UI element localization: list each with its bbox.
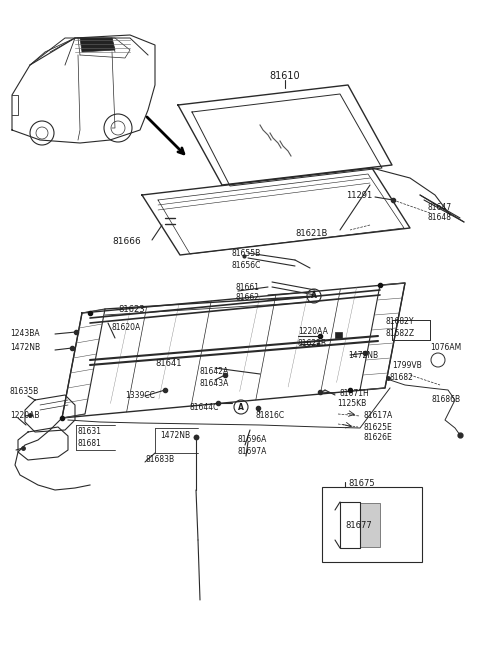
Text: 1076AM: 1076AM — [430, 343, 461, 352]
Text: 81631: 81631 — [78, 428, 102, 436]
Text: 1472NB: 1472NB — [10, 343, 40, 352]
Text: 1799VB: 1799VB — [392, 362, 422, 371]
Text: 1472NB: 1472NB — [348, 350, 378, 360]
Text: 81686B: 81686B — [432, 396, 461, 405]
Text: 81662: 81662 — [236, 293, 260, 303]
Text: 81682Z: 81682Z — [386, 329, 415, 337]
Text: 81626E: 81626E — [364, 434, 393, 443]
Text: 81610: 81610 — [270, 71, 300, 81]
Polygon shape — [80, 38, 115, 52]
Text: 1220AB: 1220AB — [10, 411, 39, 419]
Text: 81617A: 81617A — [364, 411, 393, 421]
Text: A: A — [311, 291, 317, 301]
Text: 81635B: 81635B — [10, 388, 39, 396]
Bar — [322, 487, 422, 562]
Text: 1472NB: 1472NB — [160, 430, 190, 440]
Text: 81622B: 81622B — [298, 339, 327, 348]
Text: 81677: 81677 — [345, 521, 372, 529]
Text: 81620A: 81620A — [112, 324, 141, 333]
Text: 81697A: 81697A — [237, 447, 266, 455]
Text: 1243BA: 1243BA — [10, 329, 40, 337]
Text: 81625E: 81625E — [364, 422, 393, 432]
Bar — [335, 332, 342, 338]
Text: 81683B: 81683B — [145, 455, 174, 464]
Text: 81647: 81647 — [428, 204, 452, 212]
Text: 81642A: 81642A — [200, 367, 229, 377]
Text: 11291: 11291 — [346, 191, 372, 200]
Text: 81682Y: 81682Y — [386, 318, 415, 326]
Text: 81623: 81623 — [118, 305, 144, 314]
Text: 81816C: 81816C — [255, 411, 284, 421]
Text: 81643A: 81643A — [200, 379, 229, 388]
Bar — [360, 503, 380, 547]
Text: 81655B: 81655B — [232, 250, 261, 259]
Text: 81648: 81648 — [428, 214, 452, 223]
Text: 1125KB: 1125KB — [337, 400, 366, 409]
Text: 81671H: 81671H — [340, 388, 370, 398]
Text: A: A — [238, 403, 244, 411]
Text: 81641: 81641 — [155, 358, 181, 367]
Text: 81681: 81681 — [78, 438, 102, 447]
Text: 81682: 81682 — [389, 373, 413, 383]
Text: 1339CC: 1339CC — [125, 392, 155, 400]
Text: 81644C: 81644C — [190, 403, 219, 411]
Text: 81656C: 81656C — [232, 261, 262, 269]
Text: 1220AA: 1220AA — [298, 328, 328, 337]
Text: 81666: 81666 — [112, 238, 141, 246]
Text: 81621B: 81621B — [295, 229, 327, 238]
Text: 81661: 81661 — [236, 282, 260, 291]
Text: 81696A: 81696A — [237, 436, 266, 445]
Text: 81675: 81675 — [348, 479, 374, 489]
